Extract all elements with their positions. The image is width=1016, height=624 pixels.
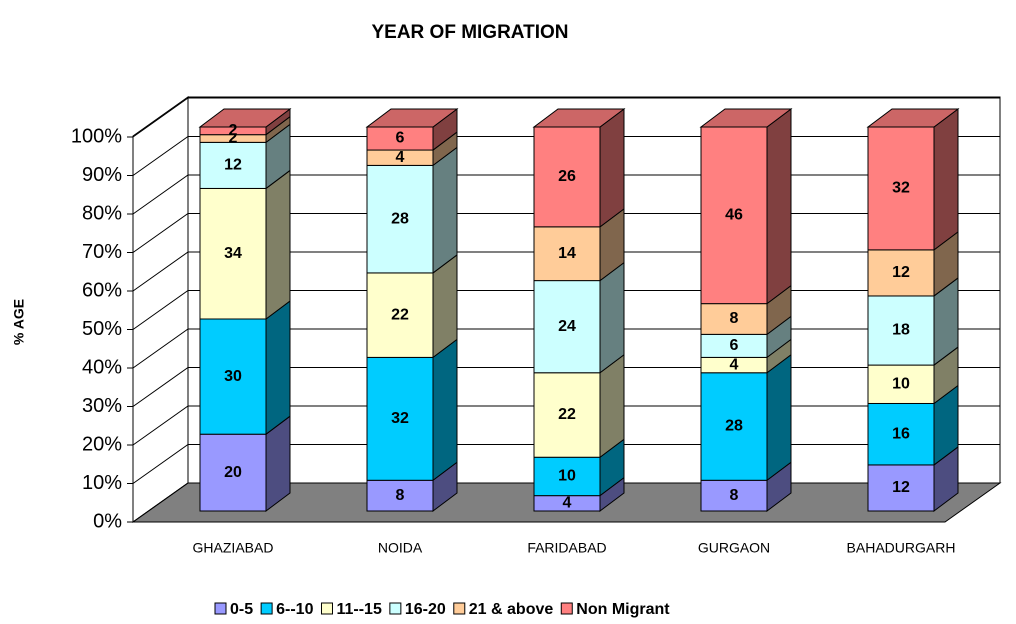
x-tick-label: GHAZIABAD (193, 540, 274, 556)
x-tick-label: GURGAON (698, 540, 770, 556)
bar-top (532, 108, 626, 128)
bar-side (933, 108, 959, 251)
bar-top (365, 108, 459, 128)
legend-label: Non Migrant (576, 601, 670, 618)
bar-top (198, 108, 292, 128)
bar-side (766, 108, 792, 305)
value-label: 8 (396, 487, 405, 504)
value-label: 6 (396, 130, 405, 147)
value-label: 10 (892, 375, 910, 392)
value-label: 12 (892, 264, 910, 281)
x-tick-label: BAHADURGARH (847, 540, 956, 556)
bar-side (766, 353, 792, 482)
value-label: 2 (229, 122, 238, 139)
bar-side (599, 261, 625, 374)
legend-label: 11--15 (336, 601, 381, 618)
legend-label: 6--10 (276, 601, 313, 618)
legend-swatch (260, 602, 273, 615)
bar-side (599, 108, 625, 228)
y-axis-title: % AGE (11, 299, 27, 345)
bar-segment (700, 126, 768, 305)
value-label: 2 (229, 130, 238, 147)
x-tick-label: FARIDABAD (527, 540, 606, 556)
value-label: 32 (391, 410, 409, 427)
legend-label: 21 & above (469, 601, 554, 618)
chart-title: YEAR OF MIGRATION (371, 22, 568, 43)
y-tick-label: 50% (82, 318, 122, 340)
y-tick-label: 20% (82, 433, 122, 455)
value-label: 28 (391, 210, 409, 227)
value-label: 4 (396, 149, 405, 166)
x-tick-label: NOIDA (378, 540, 423, 556)
bar-segment (366, 164, 434, 274)
bar-top (699, 108, 793, 128)
y-tick-label: 90% (82, 164, 122, 186)
value-label: 26 (558, 168, 576, 185)
value-label: 8 (730, 310, 739, 327)
bar-side (432, 146, 458, 274)
bar-segment (867, 249, 935, 297)
value-label: 20 (224, 464, 242, 481)
bar-segment (700, 303, 768, 335)
y-tick-label: 10% (82, 472, 122, 494)
legend-label: 16-20 (405, 601, 446, 618)
y-tick-label: 100% (71, 125, 122, 147)
legend-swatch (453, 602, 466, 615)
y-tick-label: 0% (93, 510, 122, 532)
value-label: 28 (725, 418, 743, 435)
value-label: 18 (892, 322, 910, 339)
y-tick-label: 80% (82, 202, 122, 224)
value-label: 24 (558, 318, 576, 335)
value-label: 4 (730, 356, 739, 373)
value-label: 32 (892, 180, 910, 197)
y-tick-label: 60% (82, 279, 122, 301)
bar-segment (867, 295, 935, 366)
value-label: 10 (558, 468, 576, 485)
value-label: 22 (558, 406, 576, 423)
value-label: 12 (892, 479, 910, 496)
bar-side (432, 338, 458, 482)
value-label: 6 (730, 337, 739, 354)
bar-segment (366, 356, 434, 481)
y-tick-label: 30% (82, 395, 122, 417)
value-label: 14 (558, 245, 576, 262)
value-label: 4 (563, 495, 572, 512)
bar-segment (867, 126, 935, 251)
legend-swatch (214, 602, 227, 615)
legend-swatch (560, 602, 573, 615)
value-label: 22 (391, 306, 409, 323)
bar-segment (533, 456, 601, 497)
value-label: 8 (730, 487, 739, 504)
bar-segment (199, 141, 267, 189)
bar-segment (366, 272, 434, 358)
bar-side (265, 169, 291, 320)
legend-label: 0-5 (230, 601, 253, 618)
bar-segment (867, 464, 935, 512)
grid-line (132, 97, 1000, 138)
bar-side (265, 300, 291, 436)
value-label: 12 (224, 157, 242, 174)
bar-segment (700, 372, 768, 481)
legend-swatch (389, 602, 402, 615)
bar-segment (366, 479, 434, 512)
y-tick-label: 70% (82, 241, 122, 263)
legend-swatch (320, 602, 333, 615)
bar-segment (867, 402, 935, 466)
bar-top (866, 108, 960, 128)
bar-segment (533, 280, 601, 374)
value-label: 30 (224, 368, 242, 385)
value-label: 16 (892, 425, 910, 442)
value-label: 34 (224, 245, 242, 262)
y-tick-label: 40% (82, 356, 122, 378)
bar-segment (533, 226, 601, 282)
value-label: 46 (725, 207, 743, 224)
